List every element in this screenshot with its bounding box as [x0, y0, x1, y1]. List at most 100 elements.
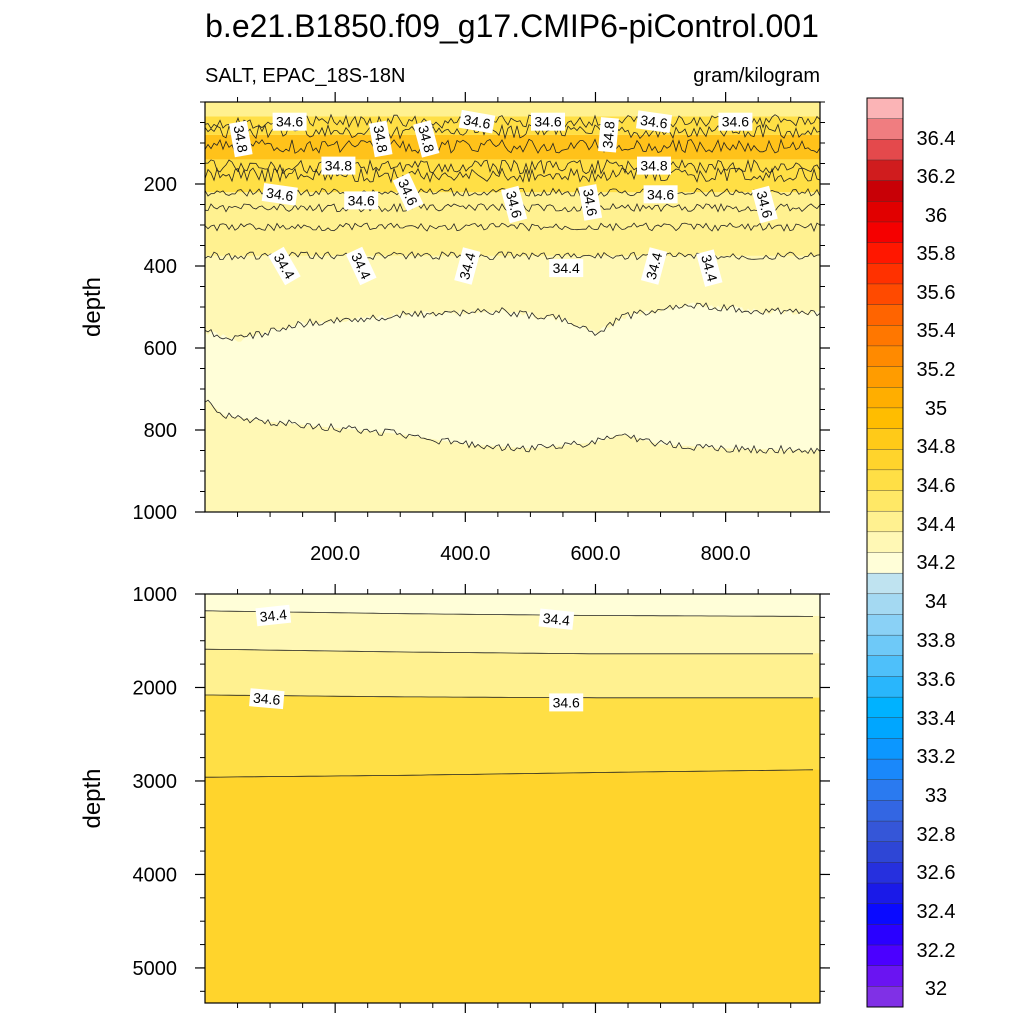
colorbar-box [866, 841, 904, 863]
y-tick-label: 400 [144, 256, 177, 278]
plot-frame [204, 593, 821, 1004]
colorbar-label: 34 [925, 591, 947, 613]
colorbar-box [866, 221, 904, 244]
contour-label-box [549, 259, 584, 278]
colorbar-box [866, 97, 904, 120]
colorbar-box [866, 655, 904, 677]
colorbar-box [866, 779, 904, 801]
contour-label: 34.8 [413, 120, 440, 158]
colorbar-label: 33 [925, 785, 947, 807]
contour-label-box [637, 156, 671, 175]
contour-label-box [538, 608, 575, 630]
contour-label: 34.6 [718, 112, 753, 131]
colorbar-box [866, 469, 904, 492]
contour-label-box [321, 156, 356, 175]
y-axis-label: depth [79, 277, 106, 337]
y-tick-label: 3000 [133, 771, 178, 793]
units-label: gram/kilogram [693, 65, 820, 87]
contour-label-box [228, 120, 253, 158]
contour-label: 34.8 [228, 120, 253, 158]
contour-label-text: 34.4 [698, 253, 721, 284]
band-fill [205, 102, 820, 117]
contour-label-text: 34.8 [325, 158, 352, 174]
colorbar-box [866, 717, 904, 739]
colorbar-label: 32.4 [917, 901, 956, 923]
y-tick-label: 600 [144, 338, 177, 360]
contour-label: 34.6 [643, 185, 678, 204]
contour-line-34.6 [205, 694, 813, 699]
contour-labels: 34.4 34.4 34.6 34.6 [249, 604, 584, 712]
contour-label-text: 34.6 [647, 186, 674, 202]
y-tick-label: 200 [144, 174, 177, 196]
contour-label-text: 34.4 [542, 610, 571, 629]
colorbar-box [866, 986, 904, 1008]
colorbar-label: 35 [925, 398, 947, 420]
contour-label-text: 34.8 [370, 124, 391, 154]
colorbar-label: 32.6 [917, 862, 956, 884]
colorbar-box [866, 304, 904, 326]
colorbar-frame [866, 97, 904, 1008]
contour-label: 34.6 [458, 109, 496, 134]
contour-label-text: 34.6 [276, 114, 303, 130]
contour-label: 34.6 [261, 183, 298, 206]
contour-label: 34.6 [501, 185, 528, 224]
colorbar-box [866, 201, 904, 223]
colorbar-box [866, 325, 904, 347]
colorbar-box [866, 696, 904, 719]
colorbar-box [866, 510, 904, 533]
contour-label-text: 34.8 [415, 124, 438, 155]
contour-label-text: 34.8 [231, 124, 252, 154]
contour-line-34.8 [205, 769, 814, 778]
contour-lines [205, 610, 814, 778]
x-tick-label: 400.0 [440, 543, 490, 565]
y-tick-label: 800 [144, 420, 177, 442]
colorbar-label: 35.8 [917, 243, 956, 265]
contour-label-box [578, 184, 603, 221]
contour-line-34.6 [205, 113, 820, 130]
contour-line-34.4 [205, 610, 813, 617]
colorbar-box [866, 490, 904, 512]
contour-label-box [249, 688, 285, 710]
colorbar-box [866, 552, 904, 574]
band-fill [205, 695, 820, 778]
contour-label-text: 34.6 [265, 184, 294, 204]
contour-label: 34.6 [249, 688, 285, 710]
colorbar-label: 34.6 [917, 475, 956, 497]
contour-label-box [501, 185, 528, 224]
colorbar-box [866, 634, 904, 657]
colorbar-box [866, 614, 904, 636]
colorbar-box [866, 118, 904, 140]
contour-label-box [344, 191, 379, 210]
colorbar-box [866, 800, 904, 822]
band-fill [205, 302, 820, 451]
colorbar-box [866, 263, 904, 285]
colorbar-label: 33.6 [917, 669, 956, 691]
contour-label-text: 34.6 [503, 189, 526, 220]
contour-label-text: 34.8 [640, 158, 667, 174]
colorbar-label: 35.6 [917, 282, 956, 304]
band-fill [205, 594, 820, 617]
contour-label-text: 34.6 [722, 114, 749, 130]
contour-label-box [549, 693, 584, 712]
colorbar-box [866, 531, 904, 554]
x-tick-label: 800.0 [701, 543, 751, 565]
contour-label-text: 34.4 [456, 251, 479, 282]
x-tick-label: 200.0 [310, 543, 360, 565]
colorbar-box [866, 283, 904, 306]
colorbar-label: 36.4 [917, 128, 956, 150]
contour-label-box [454, 247, 481, 285]
contour-label: 34.8 [637, 156, 671, 175]
y-axis: 200 400 600 800 1000 [133, 101, 830, 524]
contour-label-box [345, 246, 377, 286]
contour-label-box [368, 120, 393, 158]
contour-line-34.2 [205, 399, 820, 455]
colorbar-label: 34.4 [917, 514, 956, 536]
contour-line-34.6 [205, 648, 813, 655]
contour-label-box [458, 109, 496, 134]
y-tick-label: 5000 [133, 958, 178, 980]
contour-label-text: 34.6 [253, 690, 282, 708]
colorbar-box [866, 139, 904, 161]
contour-label-box [272, 112, 307, 131]
colorbar-label: 35.2 [917, 359, 956, 381]
figure-title: b.e21.B1850.f09_g17.CMIP6-piControl.001 [205, 8, 819, 44]
